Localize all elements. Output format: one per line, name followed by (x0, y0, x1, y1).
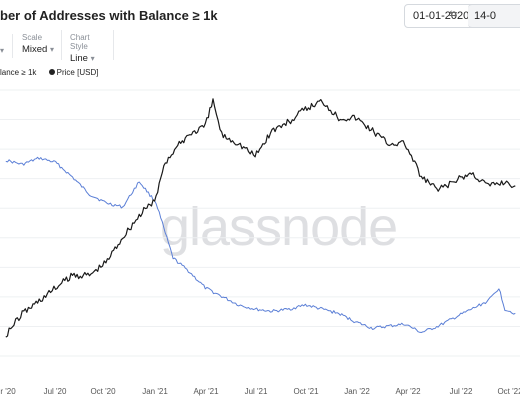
x-tick-label: r '20 (0, 387, 16, 396)
x-tick-label: Jan '21 (142, 387, 168, 396)
control-divider (12, 34, 13, 58)
x-tick-label: Apr '22 (395, 387, 421, 396)
scale-dropdown[interactable]: Scale Mixed ▾ (22, 30, 62, 60)
legend-dot-price (48, 69, 55, 75)
chart-legend: lance ≥ 1k Price [USD] (0, 68, 98, 77)
chevron-down-icon: ▾ (90, 54, 95, 63)
chart-style-dropdown[interactable]: Chart Style Line ▾ (70, 30, 114, 64)
line-chart: r '20 Jul '20 Oct '20 Jan '21 Apr '21 Jul '21… (0, 89, 520, 396)
date-range-icon: ⇆ (449, 9, 458, 20)
x-tick-label: Oct '22 (497, 387, 520, 396)
x-axis: r '20 Jul '20 Oct '20 Jan '21 Apr '21 Jul '21… (0, 387, 520, 396)
chevron-down-icon: ▾ (49, 45, 54, 54)
x-tick-label: Jul '20 (44, 387, 67, 396)
scale-label: Scale (22, 33, 43, 42)
chart-title: ber of Addresses with Balance ≥ 1k (0, 8, 218, 23)
legend-item-addresses[interactable]: lance ≥ 1k (0, 68, 37, 77)
legend-item-price[interactable]: Price [USD] (56, 68, 99, 77)
x-tick-label: Jul '22 (450, 387, 473, 396)
chevron-down-icon[interactable]: ▾ (0, 46, 5, 55)
x-tick-label: Jan '22 (344, 387, 370, 396)
scale-value: Mixed (22, 44, 48, 55)
date-to-input[interactable]: 14-0 (468, 4, 520, 28)
x-tick-label: Jul '21 (245, 387, 268, 396)
chart-grid (0, 89, 520, 357)
x-tick-label: Oct '21 (293, 387, 319, 396)
chart-style-label: Chart Style (70, 33, 90, 51)
glassnode-watermark: glassnode (160, 197, 398, 257)
chart-style-value: Line (70, 53, 88, 64)
x-tick-label: Apr '21 (193, 387, 219, 396)
x-tick-label: Oct '20 (90, 387, 116, 396)
series-line-price (5, 98, 516, 338)
series-line-addresses (5, 156, 516, 333)
